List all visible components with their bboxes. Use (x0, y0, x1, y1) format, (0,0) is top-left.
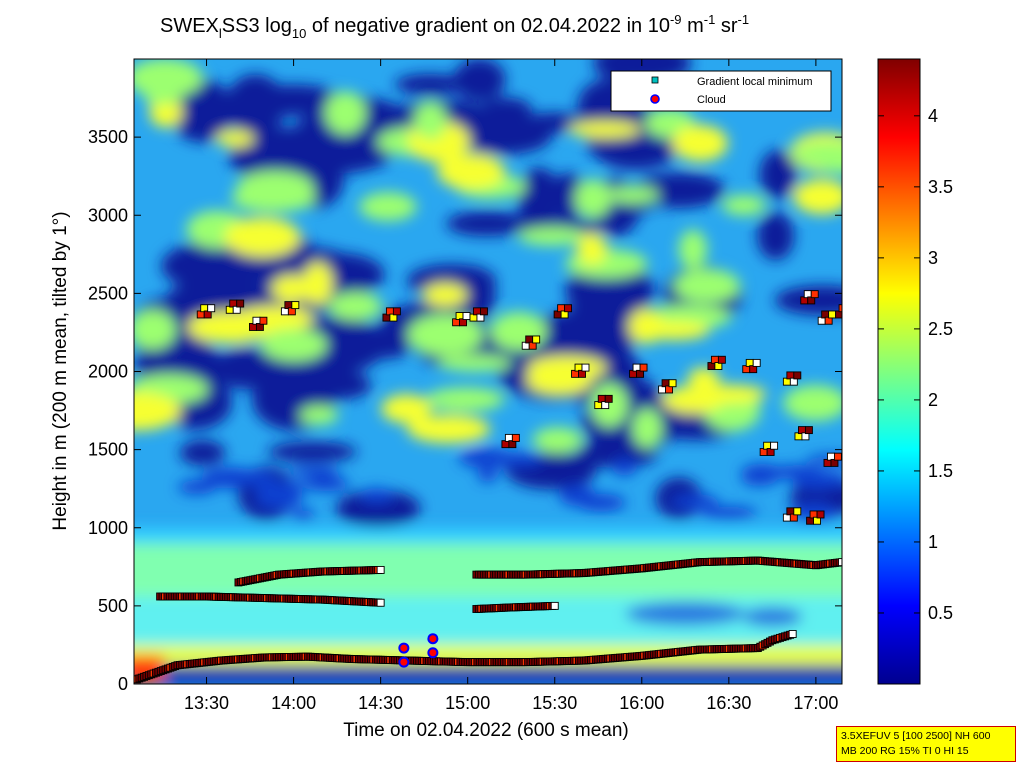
gradient-minimum-marker (291, 301, 300, 310)
gradient-minimum-marker (838, 558, 842, 567)
gradient-minimum-marker (843, 311, 850, 318)
gradient-minimum-marker (511, 433, 520, 442)
gradient-minimum-marker (717, 355, 726, 364)
gradient-minimum-marker (236, 299, 245, 308)
colorbar-tick-label: 3 (928, 248, 938, 268)
colorbar-tick-label: 1 (928, 532, 938, 552)
cloud-marker (398, 642, 410, 654)
legend-label-gradient: Gradient local minimum (697, 76, 813, 88)
gradient-minimum-marker (376, 598, 385, 607)
colorbar-tick-label: 2 (928, 390, 938, 410)
x-tick-label: 15:00 (445, 693, 490, 713)
y-tick-label: 2000 (88, 362, 128, 382)
y-tick-label: 1500 (88, 440, 128, 460)
colorbar-tick-label: 4 (928, 106, 938, 126)
x-tick-label: 17:00 (793, 693, 838, 713)
gradient-minimum-marker (828, 310, 837, 319)
gradient-minimum-marker (479, 307, 488, 316)
gradient-minimum-marker (752, 358, 761, 367)
gradient-minimum-marker (376, 565, 385, 574)
y-axis-label: Height in m (200 m mean, tilted by 1°) (50, 211, 71, 530)
legend-label-cloud: Cloud (697, 94, 726, 106)
gradient-minimum-marker (810, 290, 819, 299)
gradient-minimum-marker (793, 371, 802, 380)
legend-circle-marker (650, 94, 660, 104)
y-tick-label: 3500 (88, 127, 128, 147)
gradient-minimum-marker (770, 441, 779, 450)
gradient-minimum-marker (564, 304, 573, 313)
x-axis-label: Time on 02.04.2022 (600 s mean) (343, 720, 629, 741)
colorbar: 0.5 1 1.5 2 2.5 3 3.5 4 (877, 58, 953, 685)
y-tick-label: 1000 (88, 518, 128, 538)
legend-square-marker (651, 76, 659, 84)
gradient-minimum-marker (846, 305, 853, 312)
gradient-minimum-marker (838, 304, 842, 313)
marker-layer (134, 290, 853, 684)
gradient-minimum-marker (550, 601, 559, 610)
gradient-minimum-marker (207, 304, 216, 313)
y-tick-label: 500 (98, 596, 128, 616)
gradient-minimum-marker (788, 630, 797, 638)
gradient-minimum-marker (639, 363, 648, 372)
gradient-minimum-marker (532, 335, 541, 344)
gradient-minimum-marker (816, 510, 825, 519)
colorbar-tick-label: 3.5 (928, 177, 953, 197)
gradient-minimum-marker (668, 379, 677, 388)
colorbar-tick-label: 2.5 (928, 319, 953, 339)
y-tick-label: 3000 (88, 205, 128, 225)
cloud-marker (398, 656, 410, 668)
x-tick-label: 14:30 (358, 693, 403, 713)
gradient-minimum-marker (604, 394, 613, 403)
gradient-minimum-marker (581, 363, 590, 372)
settings-note: 3.5XEFUV 5 [100 2500] NH 600 MB 200 RG 1… (836, 726, 1016, 762)
colorbar-tick-label: 1.5 (928, 461, 953, 481)
x-tick-label: 16:30 (706, 693, 751, 713)
y-tick-label: 0 (118, 674, 128, 694)
x-axis: 13:30 14:00 14:30 15:00 15:30 16:00 16:30 17:00 (184, 59, 838, 713)
settings-note-line-1: 3.5XEFUV 5 [100 2500] NH 600 (841, 730, 991, 742)
gradient-minimum-marker (793, 507, 802, 516)
heatmap-field (134, 59, 842, 684)
x-tick-label: 14:00 (271, 693, 316, 713)
cloud-marker (427, 647, 439, 659)
x-tick-label: 16:00 (619, 693, 664, 713)
gradient-minimum-marker (259, 316, 268, 325)
y-axis: 0 500 1000 1500 2000 2500 3000 3500 (88, 127, 842, 694)
legend: Gradient local minimum Cloud (610, 70, 832, 112)
cloud-marker (427, 633, 439, 645)
x-tick-label: 13:30 (184, 693, 229, 713)
settings-note-line-2: MB 200 RG 15% TI 0 HI 15 (841, 745, 969, 757)
gradient-minimum-marker (462, 312, 471, 320)
gradient-minimum-marker (804, 426, 813, 435)
gradient-minimum-marker (392, 307, 401, 316)
gradient-minimum-marker (833, 452, 842, 461)
chart-title: SWEXlSS3 log10 of negative gradient on 0… (160, 12, 749, 41)
y-tick-label: 2500 (88, 283, 128, 303)
colorbar-tick-label: 0.5 (928, 603, 953, 623)
x-tick-label: 15:30 (532, 693, 577, 713)
